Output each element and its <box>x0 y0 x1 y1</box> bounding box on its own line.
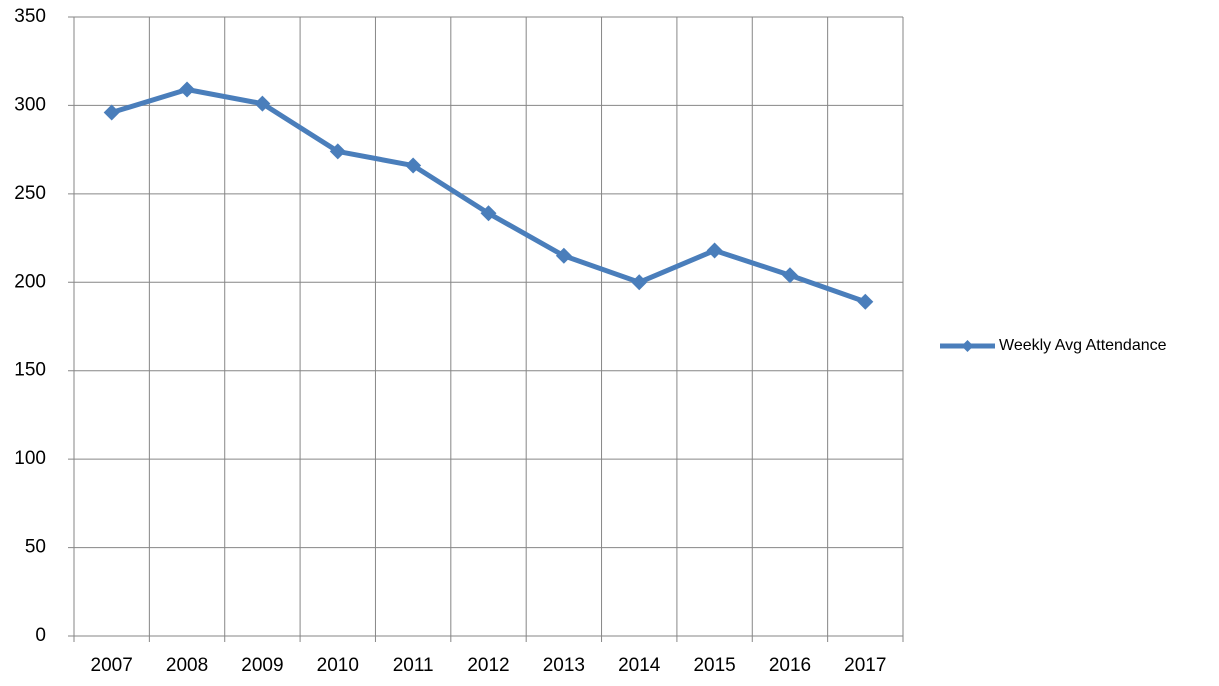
x-tick-label: 2012 <box>467 655 509 676</box>
point-marker <box>781 267 798 284</box>
point-marker <box>103 104 120 121</box>
point-marker <box>857 293 874 310</box>
y-tick-label: 300 <box>14 94 46 115</box>
x-tick-label: 2014 <box>618 655 661 676</box>
x-tick-label: 2008 <box>166 655 208 676</box>
y-tick-label: 50 <box>25 537 46 558</box>
x-tick-label: 2015 <box>693 655 735 676</box>
point-marker <box>706 242 723 259</box>
legend-label: Weekly Avg Attendance <box>999 337 1167 354</box>
y-tick-label: 350 <box>14 6 46 27</box>
x-tick-label: 2009 <box>241 655 283 676</box>
y-tick-label: 250 <box>14 183 46 204</box>
x-tick-label: 2016 <box>769 655 811 676</box>
point-marker <box>555 247 572 264</box>
y-tick-label: 200 <box>14 271 46 292</box>
x-tick-label: 2007 <box>91 655 133 676</box>
x-tick-label: 2011 <box>393 655 434 676</box>
y-tick-label: 100 <box>14 448 46 469</box>
point-marker <box>480 205 497 222</box>
point-marker <box>329 143 346 160</box>
legend-marker <box>961 340 974 352</box>
x-tick-label: 2010 <box>317 655 359 676</box>
x-tick-label: 2013 <box>543 655 585 676</box>
point-marker <box>179 81 196 98</box>
point-marker <box>254 95 271 112</box>
y-tick-label: 0 <box>35 625 46 646</box>
x-tick-label: 2017 <box>844 655 886 676</box>
point-marker <box>631 274 648 291</box>
point-marker <box>405 157 422 174</box>
y-tick-label: 150 <box>14 360 46 381</box>
